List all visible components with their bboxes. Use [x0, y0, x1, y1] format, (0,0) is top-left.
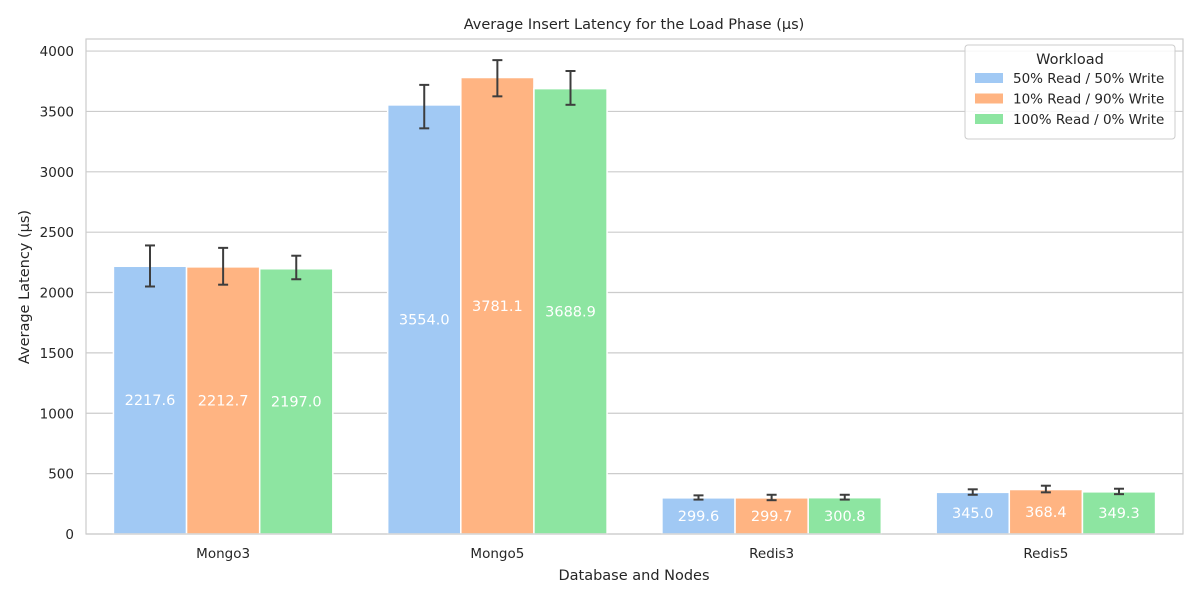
- legend-box: [964, 44, 1176, 140]
- x-tick-label: Redis3: [749, 546, 794, 562]
- y-tick-label: 0: [65, 527, 74, 543]
- bar: [661, 497, 736, 535]
- y-axis-label: Average Latency (µs): [17, 210, 33, 364]
- y-tick-label: 3500: [40, 104, 74, 120]
- y-tick-label: 2000: [40, 286, 74, 302]
- y-tick-label: 2500: [40, 225, 74, 241]
- bar-value-label: 299.7: [751, 509, 793, 525]
- bar: [1081, 491, 1157, 535]
- legend-swatch: [975, 93, 1003, 104]
- legend-title: Workload: [1036, 52, 1104, 68]
- bar-value-labels: 2217.6 2212.7 2197.0 3554.0 3781.1 3688.9 299.…: [125, 299, 1140, 525]
- y-tick-label: 1000: [40, 406, 74, 422]
- legend-label: 100% Read / 0% Write: [1013, 112, 1164, 128]
- bar: [112, 265, 188, 535]
- bar-value-label: 349.3: [1098, 506, 1140, 522]
- x-tick-label: Mongo5: [470, 546, 524, 562]
- y-tick-label: 500: [48, 467, 74, 483]
- y-tick-label: 1500: [40, 346, 74, 362]
- bar-value-label: 3688.9: [545, 304, 596, 320]
- bar-value-label: 300.8: [824, 509, 866, 525]
- legend-swatch: [975, 73, 1003, 83]
- y-axis-ticks: 0 500 1000 1500 2000 2500 3000 3500 4000: [40, 44, 74, 543]
- chart-title: Average Insert Latency for the Load Phas…: [464, 17, 805, 33]
- legend-swatch: [975, 114, 1003, 124]
- plot-frame: [85, 38, 1184, 535]
- bar: [935, 491, 1011, 535]
- bar-value-label: 2212.7: [198, 393, 249, 409]
- legend-items: 50% Read / 50% Write 10% Read / 90% Write…: [975, 71, 1164, 128]
- legend-label: 50% Read / 50% Write: [1013, 71, 1164, 87]
- bar-value-label: 3554.0: [399, 312, 450, 328]
- bar-value-label: 299.6: [678, 509, 720, 525]
- legend: Workload 50% Read / 50% Write 10% Read / …: [964, 44, 1176, 140]
- x-tick-label: Redis5: [1023, 546, 1068, 562]
- x-axis-label: Database and Nodes: [558, 568, 709, 584]
- legend-label: 10% Read / 90% Write: [1013, 92, 1164, 108]
- error-bars: [144, 59, 1125, 502]
- bar-value-label: 2197.0: [271, 394, 322, 410]
- bar-value-label: 2217.6: [125, 393, 176, 409]
- y-tick-label: 4000: [40, 44, 74, 60]
- bar-value-label: 3781.1: [472, 299, 523, 315]
- x-tick-label: Mongo3: [196, 546, 250, 562]
- x-axis-ticks: Mongo3 Mongo5 Redis3 Redis5: [196, 546, 1068, 562]
- bar-value-label: 368.4: [1025, 505, 1067, 521]
- bars: [112, 76, 1157, 535]
- bar-value-label: 345.0: [952, 506, 994, 522]
- y-tick-label: 3000: [40, 165, 74, 181]
